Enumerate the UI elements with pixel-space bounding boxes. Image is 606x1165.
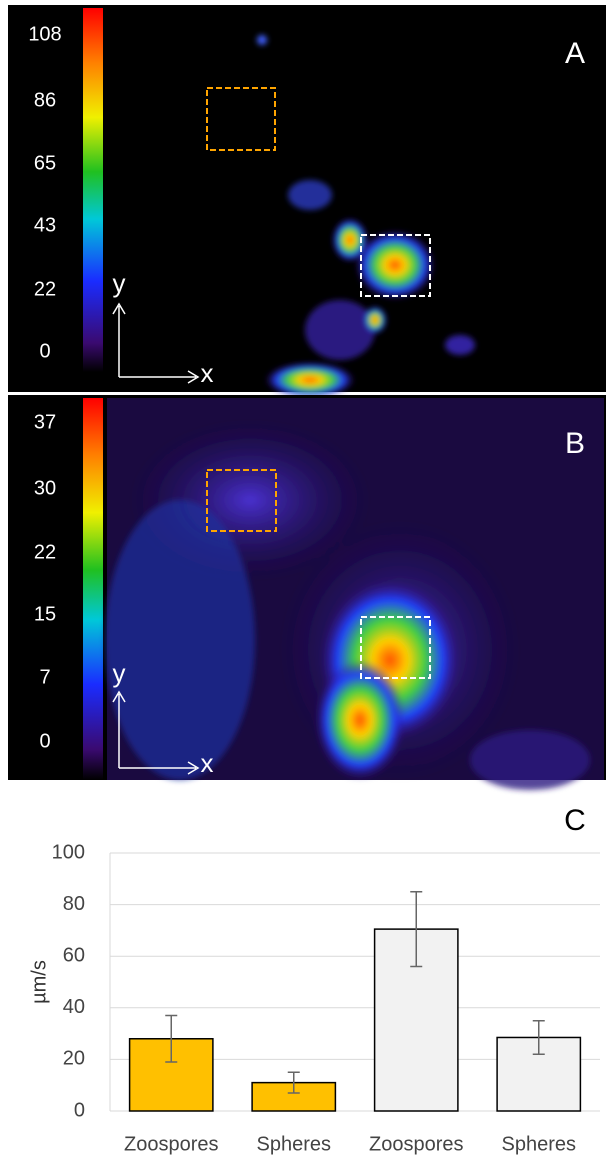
error-bar	[165, 1014, 178, 1063]
x-tick-label: Zoospores	[124, 1133, 219, 1155]
x-tick-label: Spheres	[502, 1133, 577, 1155]
colorbar-tick-label: 65	[34, 152, 56, 174]
x-tick-label: Zoospores	[369, 1133, 464, 1155]
colorbar-tick-label: 22	[34, 278, 56, 300]
panel-label: C	[564, 804, 586, 837]
colorbar-tick-label: 22	[34, 541, 56, 563]
colorbar-tick-label: 7	[39, 666, 50, 688]
panel-a	[8, 5, 606, 398]
error-bar	[532, 1019, 545, 1055]
y-tick-label: 20	[63, 1048, 85, 1070]
x-tick-label: Spheres	[257, 1133, 332, 1155]
y-tick-label: 40	[63, 996, 85, 1018]
panel-label: B	[565, 427, 585, 460]
y-axis-label: y	[113, 268, 126, 298]
y-axis-label: y	[113, 658, 126, 688]
y-tick-label: 60	[63, 944, 85, 966]
colorbar-tick-label: 30	[34, 477, 56, 499]
y-axis-title: µm/s	[28, 960, 50, 1004]
y-tick-label: 80	[63, 893, 85, 915]
error-bar	[287, 1071, 300, 1094]
colorbar-tick-label: 0	[39, 730, 50, 752]
x-axis-label: x	[201, 358, 214, 388]
error-bar	[410, 890, 423, 968]
colorbar-tick-label: 43	[34, 214, 56, 236]
colorbar-tick-label: 37	[34, 411, 56, 433]
panel-b	[8, 395, 606, 790]
colorbar-tick-label: 86	[34, 89, 56, 111]
colorbar-tick-label: 108	[28, 23, 61, 45]
y-tick-label: 100	[52, 841, 85, 863]
panel-label: A	[565, 37, 585, 70]
y-tick-label: 0	[74, 1099, 85, 1121]
colorbar-tick-label: 0	[39, 340, 50, 362]
x-axis-label: x	[201, 748, 214, 778]
colorbar-tick-label: 15	[34, 603, 56, 625]
